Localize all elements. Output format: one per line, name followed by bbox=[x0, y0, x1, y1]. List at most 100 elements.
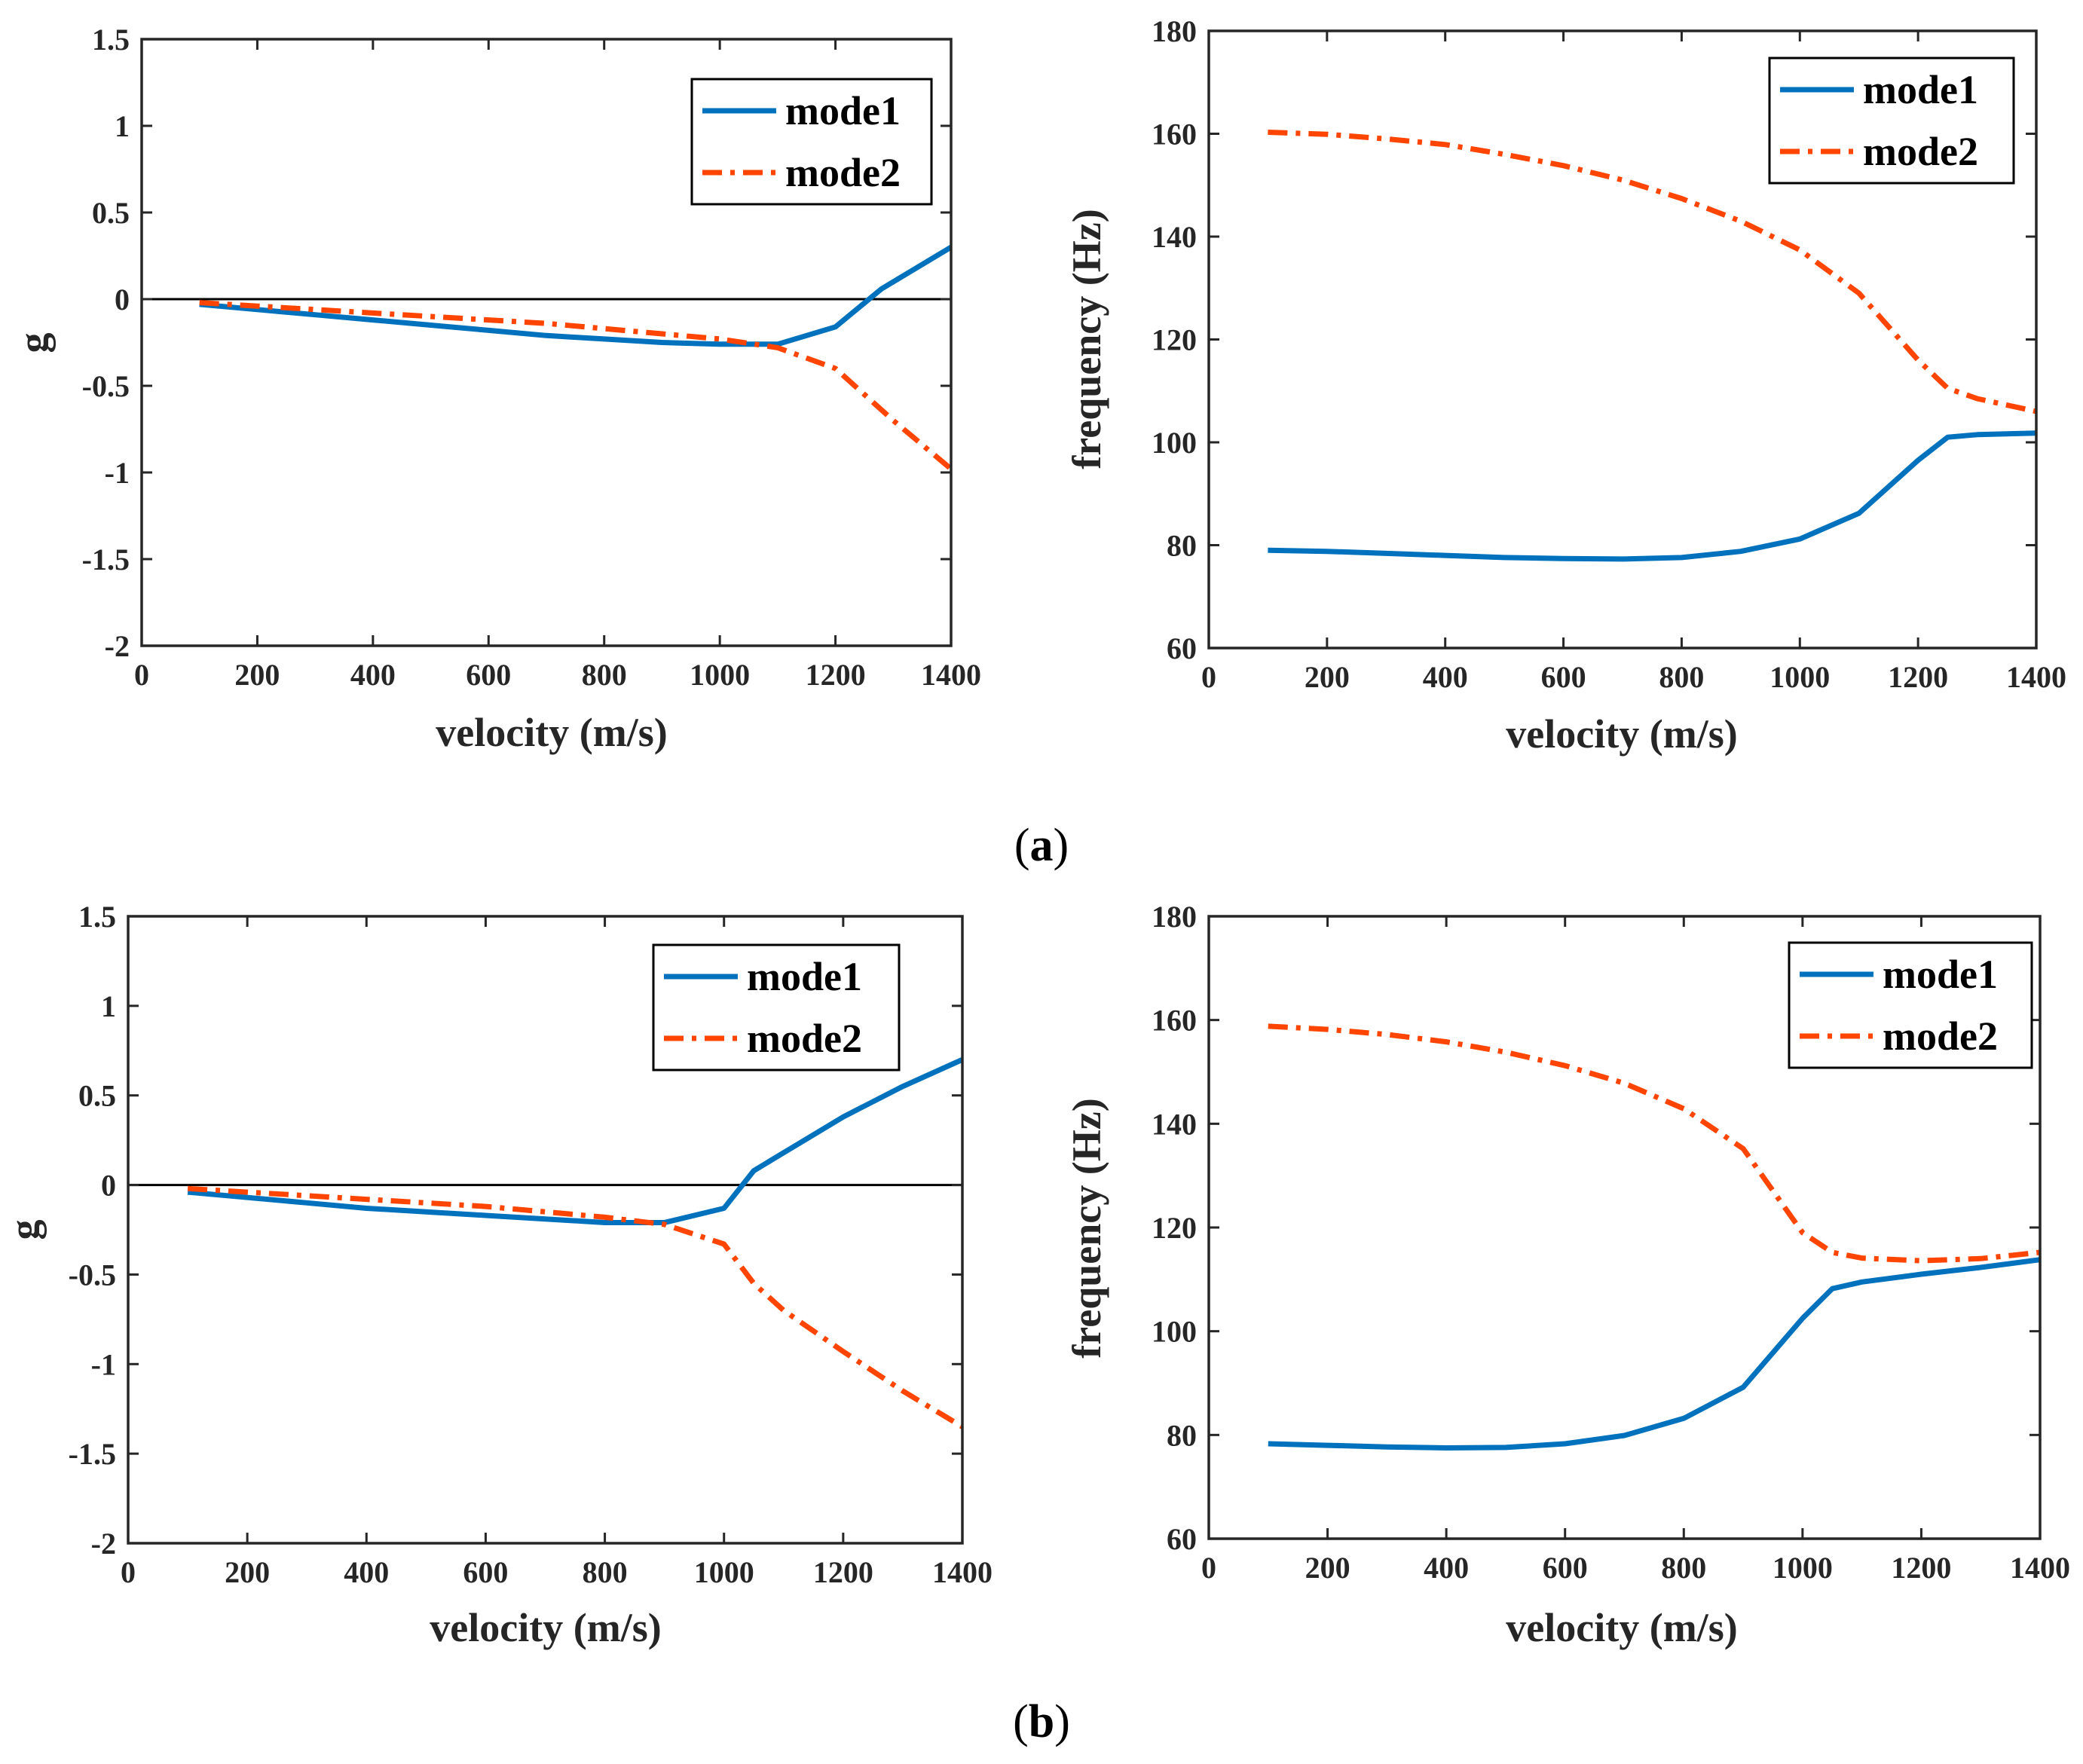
x-tick-label: 1000 bbox=[690, 658, 750, 692]
y-tick-label: 160 bbox=[1152, 118, 1197, 151]
x-axis-label: velocity (m/s) bbox=[1506, 711, 1737, 757]
y-tick-label: 180 bbox=[1152, 14, 1197, 48]
y-tick-label: 0 bbox=[101, 1169, 116, 1203]
y-tick-label: -1.5 bbox=[82, 543, 130, 576]
x-tick-label: 1200 bbox=[813, 1555, 873, 1589]
legend-box bbox=[1768, 57, 2015, 185]
x-tick-label: 600 bbox=[463, 1555, 508, 1589]
y-tick-label: -1.5 bbox=[69, 1437, 116, 1471]
series-line-mode2 bbox=[1268, 1023, 2041, 1264]
legend-box bbox=[652, 943, 901, 1072]
legend-label-mode1: mode1 bbox=[747, 954, 862, 999]
y-tick-label: 180 bbox=[1152, 900, 1197, 934]
x-tick-label: 600 bbox=[1541, 660, 1586, 694]
legend-label-mode1: mode1 bbox=[785, 88, 901, 133]
y-tick-label: 1 bbox=[115, 109, 130, 143]
legend-label-mode2: mode2 bbox=[747, 1016, 862, 1061]
axes-frame bbox=[140, 38, 953, 647]
y-axis-label: frequency (Hz) bbox=[1064, 1098, 1109, 1358]
legend-label-mode1: mode1 bbox=[1863, 67, 1978, 112]
x-tick-label: 1400 bbox=[2006, 660, 2066, 694]
x-tick-label: 1200 bbox=[1891, 1551, 1951, 1585]
y-tick-label: -1 bbox=[91, 1347, 116, 1381]
y-tick-label: 80 bbox=[1167, 1418, 1197, 1452]
y-tick-label: 160 bbox=[1152, 1004, 1197, 1038]
y-axis-label: frequency (Hz) bbox=[1064, 209, 1109, 469]
legend-label-mode2: mode2 bbox=[1883, 1013, 1998, 1059]
plot-area bbox=[1207, 29, 2038, 650]
series-line-mode1 bbox=[1268, 430, 2037, 562]
y-tick-label: -0.5 bbox=[82, 369, 130, 403]
y-tick-label: 1 bbox=[101, 989, 116, 1023]
x-tick-label: 800 bbox=[582, 658, 627, 692]
x-tick-label: 600 bbox=[1543, 1551, 1588, 1585]
x-tick-label: 200 bbox=[1305, 1551, 1350, 1585]
legend: mode1 mode2 bbox=[1768, 57, 2015, 185]
chart-b-damping: 0 200 400 600 800 1000 1200 1400 -2 -1.5 -1 -0.5 0 0.… bbox=[2, 900, 993, 1650]
legend: mode1 mode2 bbox=[690, 78, 933, 206]
series-line-mode1 bbox=[199, 244, 953, 347]
x-axis-label: velocity (m/s) bbox=[1506, 1605, 1737, 1650]
x-tick-label: 1000 bbox=[694, 1555, 754, 1589]
x-tick-label: 400 bbox=[1424, 1551, 1469, 1585]
panel-label-a: (a) bbox=[1014, 820, 1069, 871]
y-tick-label: 60 bbox=[1167, 1522, 1197, 1556]
y-tick-label: -2 bbox=[91, 1527, 116, 1561]
x-tick-label: 200 bbox=[1305, 660, 1350, 694]
legend-label-mode2: mode2 bbox=[785, 150, 901, 195]
x-axis-label: velocity (m/s) bbox=[436, 710, 667, 755]
chart-b-frequency: 0 200 400 600 800 1000 1200 1400 60 80 100 120 140 16… bbox=[1064, 900, 2070, 1650]
y-tick-label: 0.5 bbox=[92, 196, 130, 230]
series-line-mode1 bbox=[187, 1057, 964, 1225]
y-tick-label: 120 bbox=[1152, 1211, 1197, 1245]
y-tick-label: 80 bbox=[1167, 529, 1197, 563]
y-tick-label: 140 bbox=[1152, 220, 1197, 254]
panel-letter-b: b bbox=[1029, 1696, 1054, 1747]
x-tick-label: 1400 bbox=[932, 1555, 993, 1589]
y-tick-label: -1 bbox=[105, 456, 130, 490]
x-tick-label: 1000 bbox=[1769, 660, 1830, 694]
x-tick-label: 400 bbox=[350, 658, 396, 692]
y-tick-label: -0.5 bbox=[69, 1258, 116, 1292]
x-tick-label: 800 bbox=[1661, 1551, 1706, 1585]
x-tick-label: 600 bbox=[466, 658, 511, 692]
legend-label-mode1: mode1 bbox=[1883, 952, 1998, 997]
x-axis-label: velocity (m/s) bbox=[430, 1605, 661, 1650]
y-axis-label: g bbox=[2, 1220, 47, 1240]
y-tick-label: 1.5 bbox=[92, 23, 130, 57]
x-tick-label: 1000 bbox=[1773, 1551, 1833, 1585]
plot-area bbox=[140, 38, 953, 647]
x-tick-label: 200 bbox=[234, 658, 280, 692]
x-tick-label: 1400 bbox=[2010, 1551, 2070, 1585]
legend-box bbox=[690, 78, 933, 206]
legend-label-mode2: mode2 bbox=[1863, 129, 1978, 174]
series-line-mode2 bbox=[1268, 130, 2037, 414]
y-tick-label: 60 bbox=[1167, 631, 1197, 665]
x-tick-label: 0 bbox=[1201, 660, 1216, 694]
axes-frame bbox=[127, 915, 964, 1545]
y-tick-label: 140 bbox=[1152, 1107, 1197, 1141]
tick-labels: 0 200 400 600 800 1000 1200 1400 -2 -1.5 -1 -0.5 0 0.… bbox=[69, 900, 993, 1589]
x-tick-label: 1400 bbox=[921, 658, 981, 692]
x-tick-label: 800 bbox=[583, 1555, 628, 1589]
x-tick-label: 0 bbox=[1201, 1551, 1216, 1585]
y-tick-label: -2 bbox=[105, 629, 130, 663]
y-tick-label: 100 bbox=[1152, 1315, 1197, 1349]
legend: mode1 mode2 bbox=[652, 943, 901, 1072]
x-tick-label: 200 bbox=[225, 1555, 270, 1589]
x-tick-label: 800 bbox=[1659, 660, 1704, 694]
y-tick-label: 100 bbox=[1152, 426, 1197, 460]
x-tick-label: 0 bbox=[134, 658, 149, 692]
y-axis-label: g bbox=[11, 333, 56, 353]
series-line-mode2 bbox=[187, 1185, 964, 1429]
tick-labels: 0 200 400 600 800 1000 1200 1400 -2 -1.5 -1 -0.5 0 0.… bbox=[82, 23, 981, 692]
series-line-mode1 bbox=[1268, 1257, 2041, 1451]
y-tick-label: 1.5 bbox=[78, 900, 116, 934]
chart-a-damping: 0 200 400 600 800 1000 1200 1400 -2 -1.5 -1 -0.5 0 0.… bbox=[11, 23, 981, 755]
tick-labels: 0 200 400 600 800 1000 1200 1400 60 80 100 120 140 16… bbox=[1152, 14, 2066, 694]
panel-label-b: (b) bbox=[1013, 1696, 1070, 1747]
legend-box bbox=[1788, 941, 2033, 1069]
y-tick-label: 0 bbox=[115, 283, 130, 316]
y-tick-label: 0.5 bbox=[78, 1079, 116, 1113]
